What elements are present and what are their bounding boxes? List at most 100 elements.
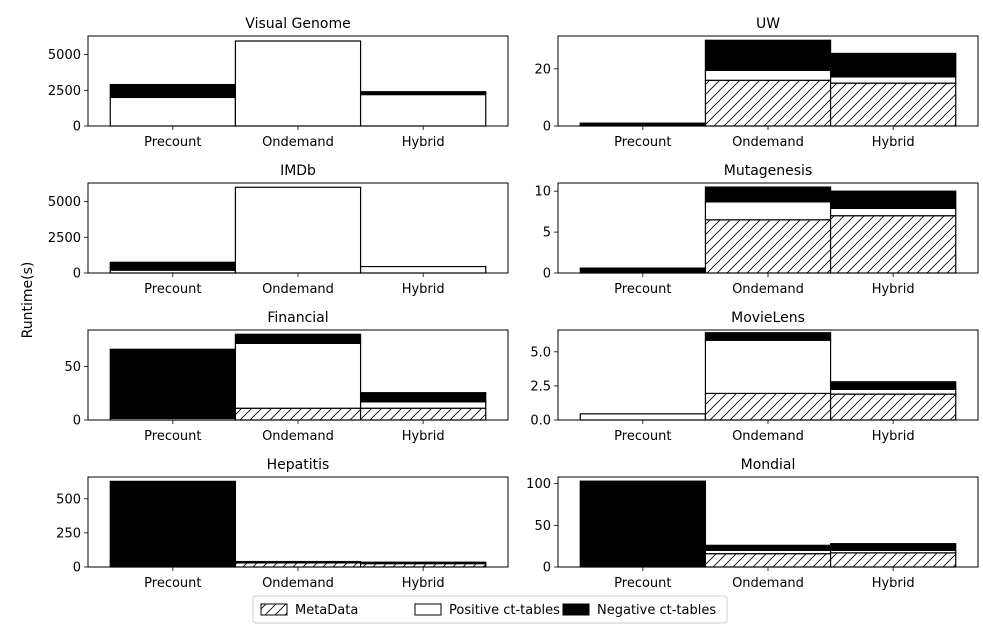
chart-panel-movielens: MovieLens Precount Ondemand Hybrid 0.0 2.5 5.0 (530, 310, 979, 444)
bar-hybrid-negative-ct-tables (359, 392, 487, 403)
y-tick-label: 0 (73, 267, 81, 282)
y-tick-label: 100 (526, 477, 551, 492)
y-tick-label: 5000 (48, 48, 81, 63)
bar-precount-negative-ct-tables (579, 267, 707, 274)
y-tick-label: 0 (73, 561, 81, 576)
bar-hybrid-metadata (829, 393, 957, 421)
axes-frame (557, 329, 979, 421)
legend-box (252, 595, 728, 624)
legend: MetaData Positive ct-tables Negative ct-ta… (252, 595, 728, 624)
chart-panel-imdb: IMDb Precount Ondemand Hybrid 0 2500 5000 (48, 163, 509, 297)
bar-ondemand-negative-ct-tables (704, 39, 832, 71)
chart-panel-visual-genome: Visual Genome Precount Ondemand Hybrid 0 2500… (48, 16, 509, 150)
legend-swatch-metadata (260, 603, 288, 616)
chart-title: Mutagenesis (724, 163, 812, 179)
x-tick-label: Ondemand (732, 429, 804, 444)
legend-swatch-negative-ct-tables (562, 603, 590, 616)
chart-panel-mondial: Mondial Precount Ondemand Hybrid 0 50 100 (526, 457, 979, 591)
x-tick-label: Precount (144, 576, 201, 591)
bar-hybrid-positive-ct-tables (359, 93, 487, 127)
bar-ondemand-positive-ct-tables (704, 201, 832, 221)
bar-precount-positive-ct-tables (579, 413, 707, 421)
bar-precount-negative-ct-tables (109, 83, 237, 99)
x-tick-label: Hybrid (872, 282, 915, 297)
bar-ondemand-metadata (704, 219, 832, 274)
bar-hybrid-negative-ct-tables (359, 561, 487, 564)
bar-hybrid-positive-ct-tables (829, 388, 957, 395)
x-tick-label: Hybrid (872, 135, 915, 150)
x-tick-label: Hybrid (402, 282, 445, 297)
legend-swatch-positive-ct-tables (414, 603, 442, 616)
bar-hybrid-metadata (829, 215, 957, 274)
x-tick-label: Hybrid (872, 429, 915, 444)
bar-precount-positive-ct-tables (109, 96, 237, 127)
axes-frame (557, 476, 979, 568)
bar-ondemand-negative-ct-tables (704, 544, 832, 551)
bar-hybrid-metadata (359, 407, 487, 421)
chart-title: MovieLens (731, 310, 805, 326)
x-tick-label: Precount (144, 429, 201, 444)
axes-frame (87, 476, 509, 568)
bar-hybrid-negative-ct-tables (829, 543, 957, 551)
y-tick-label: 0 (73, 120, 81, 135)
y-tick-label: 5 (543, 226, 551, 241)
bar-ondemand-positive-ct-tables (704, 69, 832, 81)
y-tick-label: 5000 (48, 195, 81, 210)
y-tick-label: 0 (543, 561, 551, 576)
legend-label-metadata: MetaData (295, 603, 358, 618)
y-tick-label: 5.0 (530, 345, 551, 360)
y-tick-label: 10 (534, 185, 551, 200)
y-tick-label: 50 (534, 519, 551, 534)
y-tick-label: 2.5 (530, 379, 551, 394)
y-tick-label: 0 (543, 267, 551, 282)
x-tick-label: Hybrid (402, 135, 445, 150)
bar-ondemand-positive-ct-tables (234, 40, 362, 127)
bar-precount-negative-ct-tables (109, 348, 237, 419)
x-tick-label: Ondemand (262, 135, 334, 150)
x-tick-label: Hybrid (402, 429, 445, 444)
y-tick-label: 2500 (48, 231, 81, 246)
bar-ondemand-metadata (234, 562, 362, 568)
legend-label-positive-ct-tables: Positive ct-tables (449, 603, 560, 618)
x-tick-label: Ondemand (732, 135, 804, 150)
x-tick-label: Precount (614, 576, 671, 591)
bar-ondemand-negative-ct-tables (234, 333, 362, 344)
bar-hybrid-positive-ct-tables (359, 401, 487, 409)
y-tick-label: 500 (56, 492, 81, 507)
x-tick-label: Ondemand (262, 429, 334, 444)
legend-label-negative-ct-tables: Negative ct-tables (597, 603, 716, 618)
axes-frame (87, 329, 509, 421)
bar-precount-negative-ct-tables (109, 480, 237, 568)
bar-hybrid-negative-ct-tables (829, 381, 957, 390)
bar-hybrid-negative-ct-tables (829, 52, 957, 78)
bar-ondemand-metadata (704, 392, 832, 421)
axes-frame (87, 35, 509, 127)
x-tick-label: Precount (614, 135, 671, 150)
bar-hybrid-positive-ct-tables (829, 207, 957, 217)
bar-hybrid-negative-ct-tables (829, 190, 957, 209)
bar-precount-negative-ct-tables (579, 480, 707, 568)
bar-hybrid-positive-ct-tables (359, 265, 487, 274)
bar-hybrid-metadata (829, 82, 957, 127)
y-tick-label: 0.0 (530, 414, 551, 429)
figure-ylabel: Runtime(s) (20, 262, 36, 339)
x-tick-label: Ondemand (262, 576, 334, 591)
bar-hybrid-metadata (829, 552, 957, 568)
x-tick-label: Precount (614, 429, 671, 444)
bar-ondemand-positive-ct-tables (704, 339, 832, 395)
bar-hybrid-negative-ct-tables (359, 91, 487, 96)
y-tick-label: 250 (56, 526, 81, 541)
chart-title: Mondial (741, 457, 796, 473)
bar-ondemand-metadata (704, 79, 832, 127)
x-tick-label: Precount (614, 282, 671, 297)
y-tick-label: 0 (543, 120, 551, 135)
chart-panel-hepatitis: Hepatitis Precount Ondemand Hybrid 0 250 500 (56, 457, 509, 591)
chart-panel-uw: UW Precount Ondemand Hybrid 0 20 (534, 16, 979, 150)
x-tick-label: Hybrid (402, 576, 445, 591)
axes-frame (557, 35, 979, 127)
x-tick-label: Precount (144, 135, 201, 150)
chart-title: IMDb (280, 163, 316, 179)
bar-ondemand-negative-ct-tables (234, 560, 362, 563)
axes-frame (87, 182, 509, 274)
